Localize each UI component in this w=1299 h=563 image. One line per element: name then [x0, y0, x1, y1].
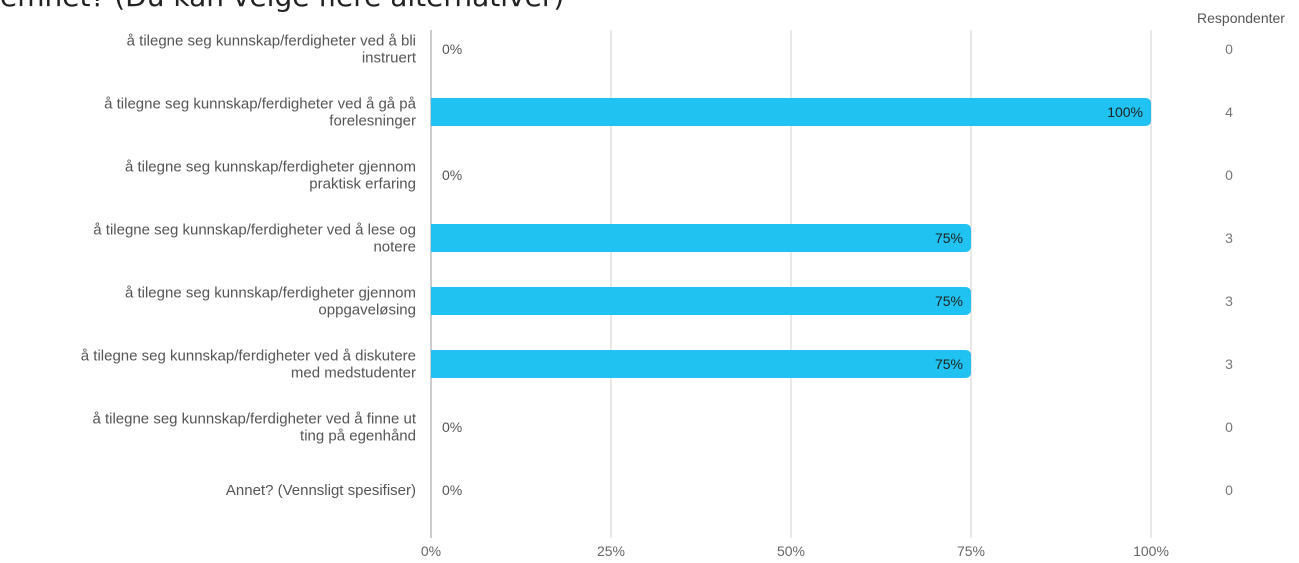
bar-value-label: 75%: [935, 293, 963, 309]
bar-value-label: 0%: [442, 41, 462, 57]
x-tick-label: 50%: [777, 543, 805, 559]
respondent-count: 4: [1225, 104, 1233, 120]
category-label-line: å tilegne seg kunnskap/ferdigheter gjenn…: [125, 285, 416, 302]
respondent-count: 0: [1225, 419, 1233, 435]
category-label: å tilegne seg kunnskap/ferdigheter ved å…: [92, 411, 416, 445]
category-label-line: å tilegne seg kunnskap/ferdigheter gjenn…: [125, 159, 416, 176]
category-label-line: med medstudenter: [291, 365, 416, 382]
bar-value-label: 100%: [1107, 104, 1143, 120]
respondent-count: 3: [1225, 230, 1233, 246]
category-label: å tilegne seg kunnskap/ferdigheter gjenn…: [125, 285, 416, 319]
category-label-line: å tilegne seg kunnskap/ferdigheter ved å…: [93, 222, 416, 239]
bar-value-label: 0%: [442, 419, 462, 435]
category-label: Annet? (Vennsligt spesifiser): [226, 482, 416, 499]
chart-title: emnet? (Du kan velge flere alternativer): [0, 0, 564, 13]
category-label-line: oppgaveløsing: [318, 302, 416, 319]
bar-value-label: 0%: [442, 482, 462, 498]
bar-value-label: 75%: [935, 230, 963, 246]
category-label: å tilegne seg kunnskap/ferdigheter ved å…: [104, 96, 417, 130]
respondent-count: 0: [1225, 482, 1233, 498]
x-tick-label: 75%: [957, 543, 985, 559]
x-tick-label: 0%: [421, 543, 441, 559]
category-label-line: å tilegne seg kunnskap/ferdigheter ved å…: [81, 348, 416, 365]
respondent-count: 3: [1225, 356, 1233, 372]
category-label-line: Annet? (Vennsligt spesifiser): [226, 482, 416, 499]
respondent-count: 3: [1225, 293, 1233, 309]
bar: [431, 98, 1151, 126]
category-label: å tilegne seg kunnskap/ferdigheter ved å…: [127, 33, 417, 67]
bar: [431, 350, 971, 378]
category-label-line: praktisk erfaring: [309, 176, 416, 193]
category-label-line: å tilegne seg kunnskap/ferdigheter ved å…: [104, 96, 417, 113]
category-label: å tilegne seg kunnskap/ferdigheter ved å…: [93, 222, 416, 256]
category-label: å tilegne seg kunnskap/ferdigheter ved å…: [81, 348, 416, 382]
x-tick-label: 100%: [1133, 543, 1169, 559]
bar-value-label: 75%: [935, 356, 963, 372]
bar-value-label: 0%: [442, 167, 462, 183]
category-label-line: ting på egenhånd: [300, 428, 416, 445]
x-tick-label: 25%: [597, 543, 625, 559]
category-label-line: å tilegne seg kunnskap/ferdigheter ved å…: [127, 33, 416, 50]
category-label-line: å tilegne seg kunnskap/ferdigheter ved å…: [92, 411, 416, 428]
bar: [431, 224, 971, 252]
bar: [431, 287, 971, 315]
category-label-line: notere: [373, 239, 416, 256]
respondent-count: 0: [1225, 41, 1233, 57]
category-label-line: forelesninger: [329, 113, 416, 130]
respondents-header: Respondenter: [1197, 10, 1285, 26]
category-label-line: instruert: [362, 50, 417, 67]
respondent-count: 0: [1225, 167, 1233, 183]
category-label: å tilegne seg kunnskap/ferdigheter gjenn…: [125, 159, 416, 193]
